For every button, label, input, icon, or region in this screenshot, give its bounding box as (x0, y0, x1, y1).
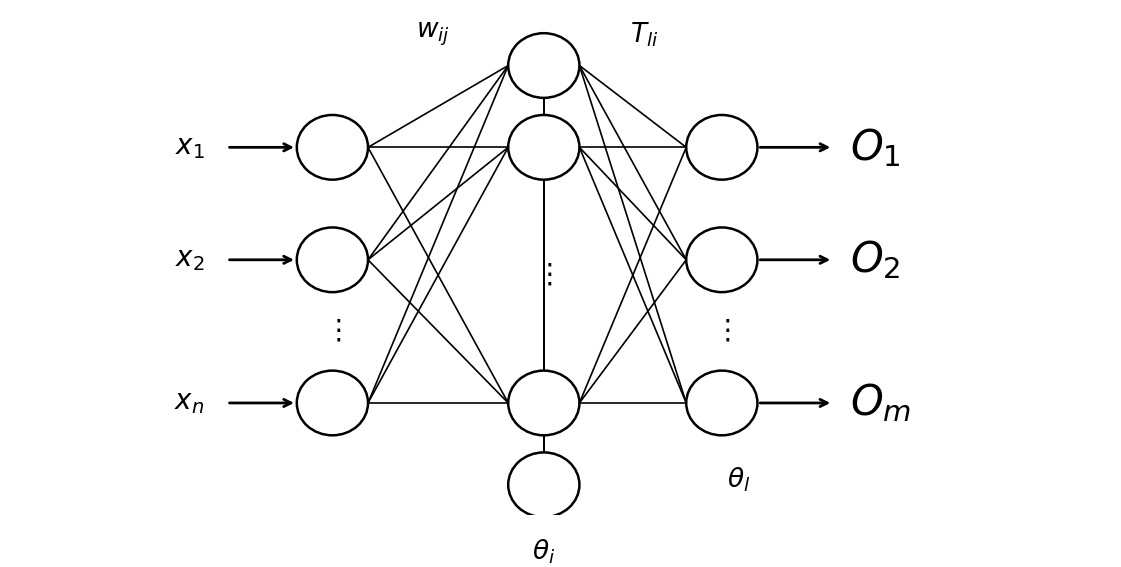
Ellipse shape (508, 371, 580, 435)
Text: $w_{ij}$: $w_{ij}$ (416, 21, 450, 49)
Ellipse shape (508, 115, 580, 180)
Text: $T_{li}$: $T_{li}$ (630, 20, 658, 49)
Text: $\vdots$: $\vdots$ (713, 318, 731, 345)
Text: $\theta_l$: $\theta_l$ (726, 466, 750, 494)
Text: $O_m$: $O_m$ (850, 382, 911, 425)
Text: $O_2$: $O_2$ (850, 238, 900, 281)
Ellipse shape (686, 227, 758, 292)
Text: $\vdots$: $\vdots$ (535, 261, 553, 289)
Text: $O_1$: $O_1$ (850, 126, 900, 169)
Ellipse shape (508, 33, 580, 98)
Ellipse shape (297, 227, 368, 292)
Text: $x_1$: $x_1$ (175, 134, 204, 161)
Text: $\theta_i$: $\theta_i$ (532, 538, 555, 566)
Ellipse shape (686, 115, 758, 180)
Text: $x_n$: $x_n$ (174, 390, 204, 417)
Ellipse shape (297, 371, 368, 435)
Ellipse shape (508, 452, 580, 517)
Ellipse shape (686, 371, 758, 435)
Text: $x_2$: $x_2$ (175, 246, 204, 273)
Ellipse shape (297, 115, 368, 180)
Text: $\vdots$: $\vdots$ (324, 318, 341, 345)
